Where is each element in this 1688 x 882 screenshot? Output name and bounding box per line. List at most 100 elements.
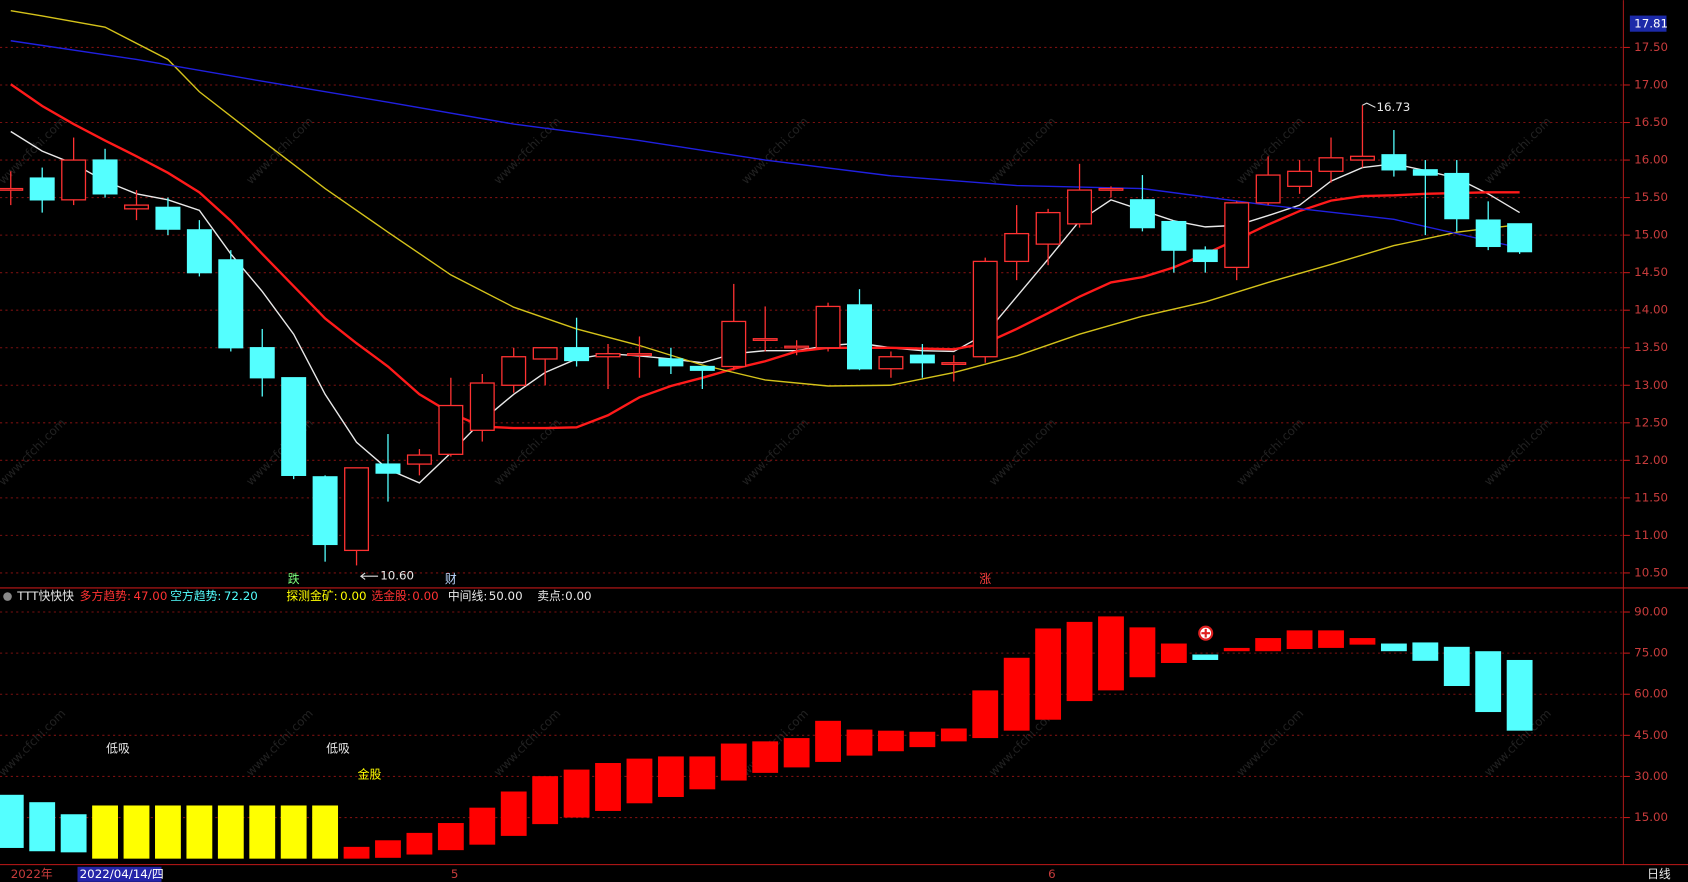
candle-body xyxy=(626,353,652,356)
indicator-bar xyxy=(1129,627,1156,678)
top-price: 17.81 xyxy=(1634,17,1668,31)
legend-name: 卖点: xyxy=(537,589,565,603)
candle-body xyxy=(124,204,149,210)
indicator-bar xyxy=(1286,630,1313,650)
indicator-bar xyxy=(626,758,653,804)
note-label: 低吸 xyxy=(106,742,130,756)
indicator-bar xyxy=(1506,659,1533,731)
candle-body xyxy=(1161,220,1187,251)
candle-body xyxy=(1035,211,1061,245)
ma-line xyxy=(10,40,1520,249)
candle-body xyxy=(92,159,118,195)
indicator-bar xyxy=(437,823,464,851)
candle-body xyxy=(1287,170,1313,187)
signal-label: 涨 xyxy=(979,572,991,586)
y-tick-label: 60.00 xyxy=(1634,687,1668,701)
candle-body xyxy=(0,187,24,191)
indicator-bar xyxy=(720,743,747,781)
indicator-bar xyxy=(1443,646,1470,687)
indicator-bar xyxy=(846,729,873,756)
y-tick-label: 14.50 xyxy=(1634,265,1668,279)
indicator-bar xyxy=(375,840,401,858)
indicator-bar xyxy=(1255,638,1282,652)
candle-body xyxy=(752,338,778,341)
indicator-bar xyxy=(217,805,244,859)
cursor-date: 2022/04/14/四 xyxy=(80,867,164,881)
indicator-bar xyxy=(92,805,118,859)
indicator-bar xyxy=(972,690,999,739)
candle-body xyxy=(438,404,464,455)
y-tick-label: 13.00 xyxy=(1634,378,1668,392)
signal-label: 跌 xyxy=(288,572,300,586)
y-tick-label: 11.00 xyxy=(1634,528,1668,542)
indicator-bar xyxy=(878,730,904,752)
x-tick-label: 5 xyxy=(451,867,459,881)
candle-body xyxy=(721,320,747,368)
y-tick-label: 14.00 xyxy=(1634,303,1668,317)
candle-body xyxy=(1412,169,1438,176)
indicator-bar xyxy=(940,728,967,742)
plus-sign xyxy=(1201,628,1211,638)
indicator-bar xyxy=(29,802,56,852)
indicator-bar xyxy=(1380,643,1407,652)
y-tick-label: 45.00 xyxy=(1634,728,1668,742)
candle-body xyxy=(1255,174,1281,204)
indicator-bar xyxy=(595,763,621,811)
indicator-bar xyxy=(186,805,213,859)
y-tick-label: 15.50 xyxy=(1634,190,1668,204)
y-tick-label: 12.50 xyxy=(1634,415,1668,429)
legend-name: 探测金矿: xyxy=(286,589,337,603)
indicator-bar xyxy=(657,756,684,797)
indicator-bar xyxy=(312,805,339,859)
annotation-arrow xyxy=(359,572,379,580)
indicator-bar xyxy=(1003,657,1030,731)
candle-body xyxy=(1475,219,1501,248)
candle-body xyxy=(375,463,401,474)
legend-name: 中间线: xyxy=(448,589,487,603)
indicator-bar xyxy=(1098,616,1124,691)
candle-body xyxy=(658,358,684,367)
candle-body xyxy=(344,467,370,552)
y-tick-label: 16.00 xyxy=(1634,153,1668,167)
indicator-bar xyxy=(1035,628,1062,720)
candle-body xyxy=(1349,155,1375,161)
price-box xyxy=(1629,15,1667,32)
candle-body xyxy=(1224,202,1250,269)
y-tick-label: 17.00 xyxy=(1634,77,1668,91)
candle-body xyxy=(595,353,621,358)
legend-name: 空方趋势: xyxy=(170,589,221,603)
y-tick-label: 10.50 xyxy=(1634,565,1668,579)
candle-body xyxy=(281,377,307,476)
legend-value: 0.00 xyxy=(412,589,438,603)
cursor-box xyxy=(77,866,162,882)
candle-body xyxy=(878,356,904,370)
y-tick-label: 11.50 xyxy=(1634,490,1668,504)
indicator-bar xyxy=(280,805,307,859)
candle-body xyxy=(29,177,55,201)
candle-body xyxy=(218,259,244,349)
indicator-bar xyxy=(532,776,559,825)
annotation-arrow xyxy=(1362,102,1376,108)
candle-body xyxy=(941,362,967,366)
y-tick-label: 30.00 xyxy=(1634,769,1668,783)
y-tick-label: 90.00 xyxy=(1634,605,1668,619)
indicator-bar xyxy=(1066,621,1093,702)
panel-icon[interactable] xyxy=(3,592,12,601)
legend-name: 选金股: xyxy=(371,589,410,603)
indicator-bar xyxy=(500,791,527,836)
ma-line xyxy=(10,83,1520,430)
indicator-bar xyxy=(1412,642,1439,661)
indicator-bar xyxy=(815,720,841,762)
signal-label: 财 xyxy=(445,572,457,586)
legend-value: 0.00 xyxy=(565,589,591,603)
low-annotation: 10.60 xyxy=(380,569,414,583)
candle-body xyxy=(972,260,998,358)
candle-body xyxy=(469,382,495,431)
y-tick-label: 13.50 xyxy=(1634,340,1668,354)
candle-body xyxy=(1098,187,1124,191)
candle-body xyxy=(1129,199,1155,229)
indicator-bar xyxy=(155,805,181,859)
y-tick-label: 15.00 xyxy=(1634,810,1668,824)
indicator-bar xyxy=(1318,630,1344,648)
